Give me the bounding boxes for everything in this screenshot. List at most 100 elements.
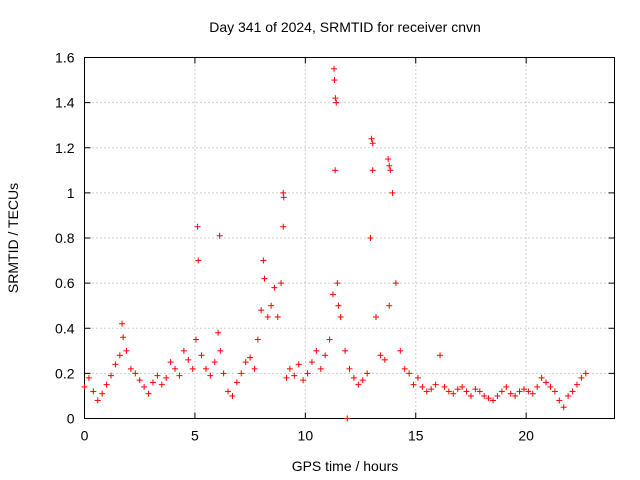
data-point [247,354,254,361]
data-point [112,361,119,368]
data-point [467,392,474,399]
data-point [185,356,192,363]
data-point [225,388,232,395]
data-point [136,377,143,384]
chart-title: Day 341 of 2024, SRMTID for receiver cnv… [209,19,481,35]
data-point [108,372,114,379]
data-point [198,352,205,359]
data-point [220,370,227,377]
data-point [103,381,110,388]
data-point [304,370,311,377]
data-point [116,352,123,359]
data-point [529,390,536,397]
data-point [414,374,421,381]
data-point [317,365,324,372]
data-point [119,320,126,327]
data-point [337,313,344,320]
data-point [335,302,342,309]
data-point [258,307,265,314]
data-point [387,167,394,174]
data-point [369,140,376,147]
x-axis-title: GPS time / hours [292,458,399,474]
data-point [85,374,92,381]
data-point [332,167,339,174]
data-point [207,372,214,379]
data-point [158,381,165,388]
data-point [180,347,187,354]
data-point [193,336,200,343]
data-point [295,361,302,368]
data-point [573,381,580,388]
x-tick-label: 5 [191,428,199,444]
data-point [331,65,338,72]
data-point [264,313,271,320]
data-point [333,99,340,106]
data-point [423,388,430,395]
x-tick-label: 15 [408,428,424,444]
data-point [322,352,329,359]
data-point [450,390,457,397]
data-point [481,392,488,399]
data-point [397,347,404,354]
data-point [229,392,236,399]
data-point [359,377,366,384]
data-point [385,156,392,163]
data-point [445,388,452,395]
y-tick-label: 1.2 [55,140,75,156]
data-point [99,390,106,397]
data-point [127,365,134,372]
grid [84,57,615,419]
data-point [344,415,351,422]
data-point [377,352,384,359]
data-point [381,356,388,363]
data-point [251,365,258,372]
data-point [268,302,275,309]
data-point [141,383,148,390]
data-point [163,374,170,381]
data-point [386,302,393,309]
data-point [490,397,497,404]
data-point [406,370,413,377]
axis-ticks: 0 0.2 0.4 0.6 0.8 1 1.2 1.4 1.6 0 5 10 15 20 [55,50,615,444]
data-point [260,257,267,264]
data-point [432,381,439,388]
data-point [569,388,576,395]
data-point [463,388,470,395]
data-point [547,383,554,390]
data-point [261,275,268,282]
data-point [560,404,567,411]
data-point [94,397,101,404]
data-point [274,313,281,320]
data-point [329,291,336,298]
data-point [195,257,202,264]
data-point [291,372,298,379]
y-tick-label: 1.6 [55,50,75,66]
data-point [176,372,183,379]
data-point [238,370,245,377]
data-point [145,390,152,397]
data-point [538,374,545,381]
data-point [565,392,572,399]
data-point [215,329,222,336]
data-point [410,381,417,388]
data-point [271,284,278,291]
data-point [494,392,501,399]
data-point [459,383,466,390]
data-point [81,383,88,390]
data-point [149,379,156,386]
data-point [194,223,201,230]
data-point [367,235,374,241]
data-point [211,359,218,366]
data-point [512,392,519,399]
x-tick-label: 0 [81,428,89,444]
data-point [392,280,399,287]
data-point [428,386,435,393]
x-tick-label: 20 [518,428,534,444]
data-point [369,167,376,174]
data-point [498,388,505,395]
y-tick-label: 1 [67,185,75,201]
data-point [525,388,532,395]
data-point [254,336,261,343]
data-point [167,359,174,366]
data-point [534,383,541,390]
